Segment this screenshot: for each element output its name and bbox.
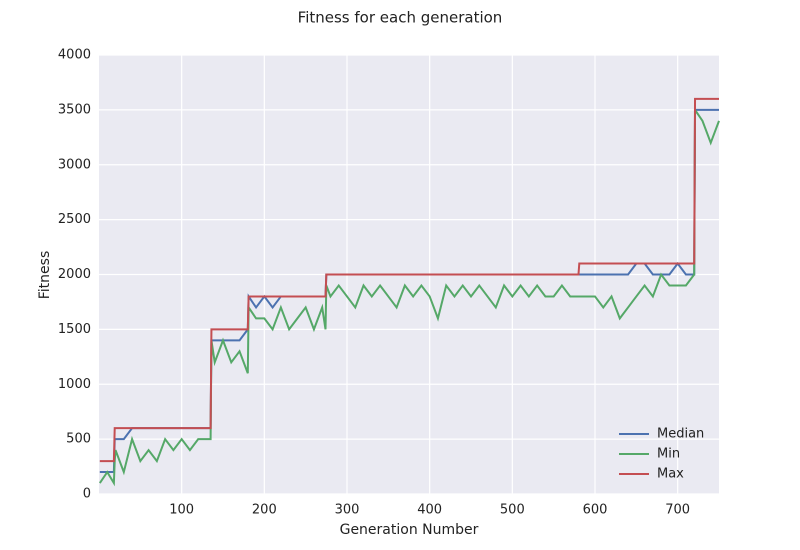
chart-title: Fitness for each generation	[298, 9, 503, 27]
y-tick-label: 500	[66, 432, 91, 447]
x-tick-label: 600	[583, 503, 608, 518]
x-tick-label: 700	[665, 503, 690, 518]
y-tick-label: 3000	[58, 157, 91, 172]
x-tick-label: 100	[169, 503, 194, 518]
legend-label: Max	[657, 467, 684, 482]
y-tick-label: 3500	[58, 102, 91, 117]
y-tick-label: 1000	[58, 377, 91, 392]
y-tick-label: 0	[83, 487, 91, 502]
y-tick-label: 2500	[58, 212, 91, 227]
series-line	[99, 97, 719, 463]
x-axis-label: Generation Number	[340, 522, 479, 538]
series-line	[99, 106, 720, 487]
legend-label: Min	[657, 447, 680, 462]
x-tick-label: 400	[417, 503, 442, 518]
legend-label: Median	[657, 427, 704, 442]
y-tick-label: 1500	[58, 322, 91, 337]
y-tick-label: 4000	[58, 48, 91, 63]
y-tick-label: 2000	[58, 267, 91, 282]
x-tick-label: 300	[335, 503, 360, 518]
x-tick-label: 200	[252, 503, 277, 518]
y-axis-label: Fitness	[37, 251, 53, 300]
x-tick-label: 500	[500, 503, 525, 518]
